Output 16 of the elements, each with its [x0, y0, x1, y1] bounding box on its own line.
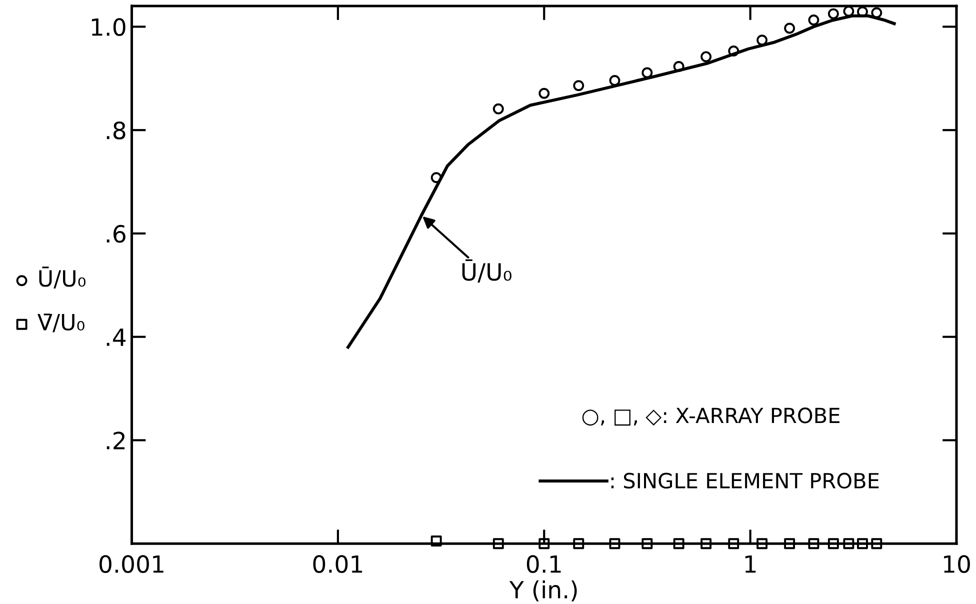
x-tick-label: 1	[745, 555, 756, 573]
y-tick-label: .4	[106, 328, 126, 346]
x-axis-title: Y (in.)	[509, 580, 577, 602]
legend-label: V̄/U₀	[38, 314, 84, 332]
x-tick-label: 0.01	[313, 555, 362, 573]
y-tick-label: .8	[106, 122, 126, 140]
annotation: Ū/U₀	[462, 259, 512, 283]
x-tick-label: 0.001	[100, 555, 164, 573]
annotation: ○, □, ◇: X-ARRAY PROBE	[582, 408, 840, 426]
y-tick-label: .6	[106, 224, 126, 243]
legend-label: : SINGLE ELEMENT PROBE	[611, 472, 879, 489]
x-tick-label: 0.1	[526, 555, 561, 573]
x-tick-label: 10	[944, 555, 970, 573]
y-tick-label: .2	[106, 432, 125, 450]
y-tick-label: 1.0	[92, 18, 126, 36]
legend-label: Ū/U₀	[39, 266, 86, 289]
